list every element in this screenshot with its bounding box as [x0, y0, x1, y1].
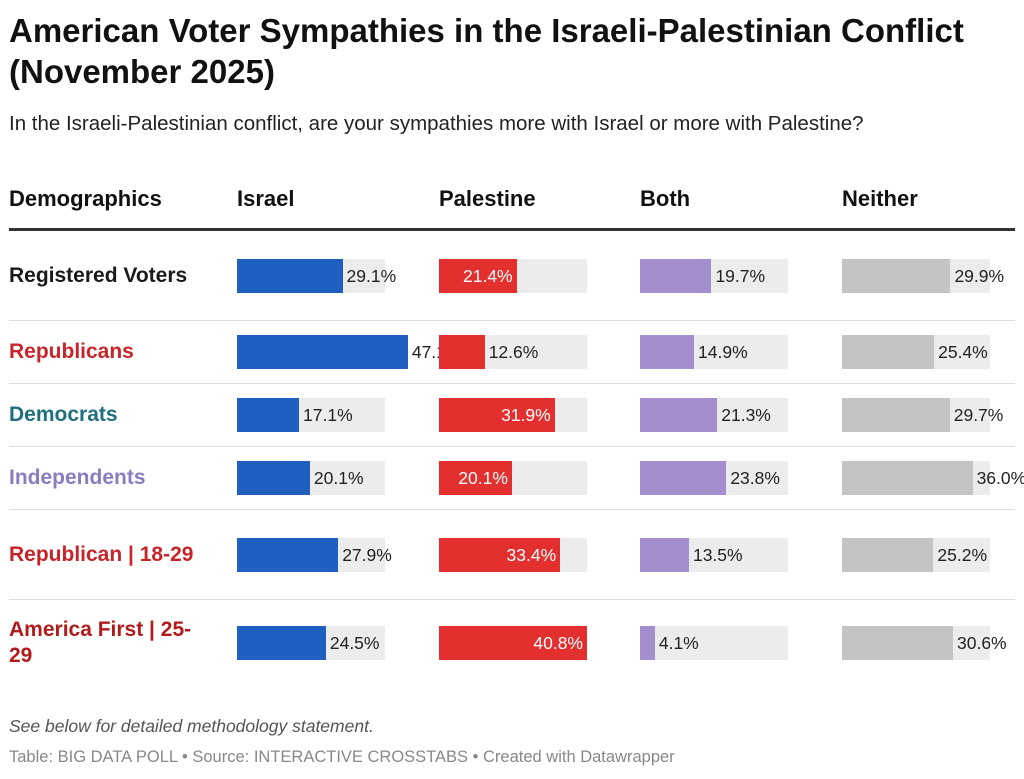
neither-value-label: 29.7%	[953, 405, 1004, 425]
israel-bar-cell: 24.5%	[237, 626, 385, 660]
source-credit: Table: BIG DATA POLL • Source: INTERACTI…	[9, 748, 675, 766]
table-row: Democrats 17.1% 31.9% 21.3% 29.7%	[9, 384, 1015, 447]
israel-bar	[237, 626, 326, 660]
neither-bar	[842, 258, 951, 293]
both-bar	[640, 398, 718, 432]
both-bar	[640, 258, 712, 293]
table-row: America First | 25-29 24.5% 40.8% 4.1% 30.6%	[9, 600, 1015, 686]
both-value-label: 23.8%	[730, 468, 780, 488]
israel-bar-cell: 17.1%	[237, 398, 385, 432]
neither-bar	[842, 335, 935, 369]
israel-bar-cell: 27.9%	[237, 537, 392, 572]
methodology-note: See below for detailed methodology state…	[9, 716, 374, 736]
column-header-palestine: Palestine	[439, 186, 536, 211]
israel-value-label: 27.9%	[342, 544, 392, 565]
both-bar	[640, 537, 689, 572]
both-bar-cell: 21.3%	[640, 398, 788, 432]
data-table: Demographics Israel Palestine Both Neith…	[9, 172, 1024, 686]
palestine-value-label: 21.4%	[463, 265, 513, 286]
palestine-bar	[439, 626, 587, 660]
israel-bar	[237, 258, 343, 293]
both-value-label: 21.3%	[721, 405, 771, 425]
neither-bar-cell: 36.0%	[842, 461, 1024, 495]
israel-bar-cell: 47.1%	[237, 335, 461, 369]
row-label: Registered Voters	[9, 263, 188, 287]
palestine-bar-cell: 31.9%	[439, 398, 587, 432]
chart-subtitle: In the Israeli-Palestinian conflict, are…	[9, 112, 864, 135]
row-label: Democrats	[9, 403, 118, 426]
both-bar-cell: 19.7%	[640, 258, 788, 293]
palestine-bar-cell: 33.4%	[439, 537, 587, 572]
neither-value-label: 25.2%	[937, 544, 988, 565]
palestine-bar-cell: 12.6%	[439, 335, 587, 369]
row-label: Republicans	[9, 340, 134, 363]
israel-bar-cell: 29.1%	[237, 258, 396, 293]
column-header-both: Both	[640, 186, 691, 211]
palestine-bar	[439, 461, 512, 495]
both-bar-cell: 4.1%	[640, 626, 788, 660]
table-row: Registered Voters 29.1% 21.4% 19.7% 29.9%	[9, 231, 1015, 321]
palestine-bar-cell: 20.1%	[439, 461, 587, 495]
table-header: Demographics Israel Palestine Both Neith…	[9, 172, 1015, 231]
neither-bar	[842, 626, 953, 660]
palestine-value-label: 31.9%	[501, 405, 551, 425]
neither-value-label: 30.6%	[957, 633, 1007, 653]
palestine-value-label: 40.8%	[533, 633, 583, 653]
palestine-bar	[439, 537, 561, 572]
both-value-label: 4.1%	[658, 633, 699, 653]
palestine-bar	[439, 335, 485, 369]
israel-value-label: 20.1%	[313, 468, 364, 488]
neither-bar	[842, 398, 950, 432]
both-bar-cell: 23.8%	[640, 461, 788, 495]
israel-bar-cell: 20.1%	[237, 461, 385, 495]
israel-value-label: 17.1%	[303, 405, 353, 425]
neither-bar	[842, 537, 934, 572]
row-label: Independents	[9, 466, 146, 489]
palestine-bar	[439, 398, 555, 432]
column-header-demographics: Demographics	[9, 186, 162, 211]
both-bar	[640, 335, 695, 369]
neither-bar-cell: 29.7%	[842, 398, 1003, 432]
both-value-label: 14.9%	[698, 342, 748, 362]
israel-bar	[237, 461, 310, 495]
both-bar	[640, 626, 655, 660]
israel-bar	[237, 335, 408, 369]
palestine-bar-cell: 21.4%	[439, 258, 587, 293]
palestine-value-label: 33.4%	[506, 544, 557, 565]
table-row: Republicans 47.1% 12.6% 14.9% 25.4%	[9, 321, 1015, 384]
neither-value-label: 36.0%	[976, 468, 1024, 488]
both-value-label: 13.5%	[692, 544, 743, 565]
column-header-neither: Neither	[842, 186, 918, 211]
table-body: Registered Voters 29.1% 21.4% 19.7% 29.9% Rep…	[9, 231, 1024, 686]
palestine-bar-cell: 40.8%	[439, 626, 587, 660]
neither-value-label: 25.4%	[938, 342, 988, 362]
israel-value-label: 24.5%	[329, 633, 380, 653]
israel-value-label: 29.1%	[346, 265, 397, 286]
both-bar-cell: 14.9%	[640, 335, 788, 369]
table-row: Independents 20.1% 20.1% 23.8% 36.0%	[9, 447, 1024, 510]
row-label: America First | 25-29	[9, 618, 192, 667]
both-bar-cell: 13.5%	[640, 537, 788, 572]
row-label: Republican | 18-29	[9, 542, 194, 566]
table-row: Republican | 18-29 27.9% 33.4% 13.5% 25.2%	[9, 510, 1015, 600]
palestine-value-label: 20.1%	[458, 468, 508, 488]
neither-bar-cell: 25.4%	[842, 335, 990, 369]
chart-title: American Voter Sympathies in the Israeli…	[9, 12, 964, 90]
both-bar	[640, 461, 727, 495]
column-header-israel: Israel	[237, 186, 295, 211]
neither-bar-cell: 29.9%	[842, 258, 1004, 293]
neither-bar	[842, 461, 973, 495]
israel-bar	[237, 398, 300, 432]
neither-bar-cell: 30.6%	[842, 626, 1007, 660]
neither-value-label: 29.9%	[954, 265, 1005, 286]
both-value-label: 19.7%	[715, 265, 766, 286]
palestine-bar	[439, 258, 517, 293]
israel-bar	[237, 537, 339, 572]
palestine-value-label: 12.6%	[488, 342, 539, 362]
neither-bar-cell: 25.2%	[842, 537, 990, 572]
